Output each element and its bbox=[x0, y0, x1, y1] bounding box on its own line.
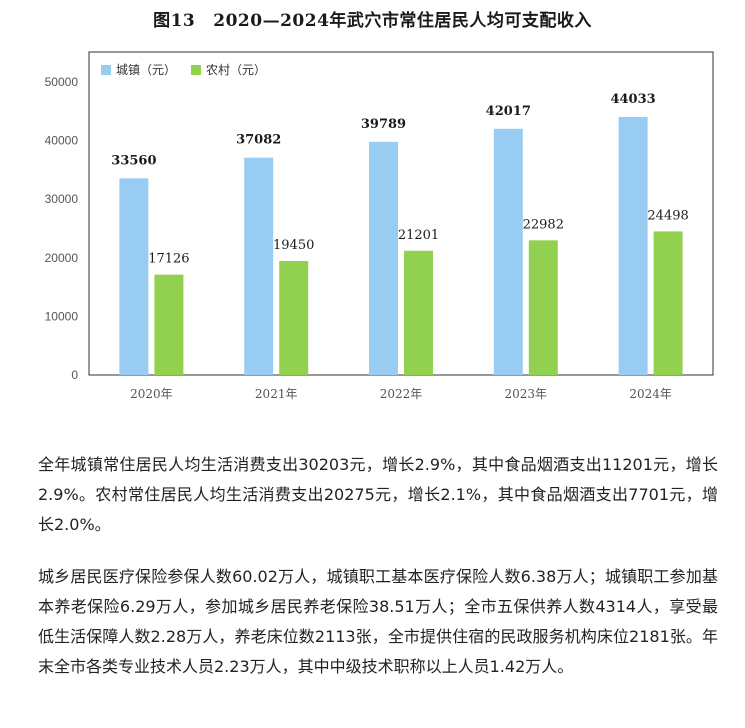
bar-rural bbox=[528, 240, 558, 375]
data-label: 33560 bbox=[111, 153, 156, 168]
x-tick-label: 2022年 bbox=[380, 387, 423, 401]
legend-label-rural: 农村（元） bbox=[206, 63, 266, 77]
y-tick-label: 30000 bbox=[45, 192, 79, 206]
y-axis: 0 10000 20000 30000 40000 50000 bbox=[45, 75, 79, 382]
data-label: 44033 bbox=[610, 92, 655, 107]
y-tick-label: 10000 bbox=[45, 309, 79, 323]
data-label: 39789 bbox=[361, 117, 406, 132]
y-tick-label: 50000 bbox=[45, 75, 79, 89]
y-tick-label: 20000 bbox=[45, 251, 79, 265]
figure-number: 图13 bbox=[153, 11, 196, 31]
plot-area-frame bbox=[88, 51, 714, 376]
paragraph-social-security: 城乡居民医疗保险参保人数60.02万人，城镇职工基本医疗保险人数6.38万人；城… bbox=[38, 567, 718, 676]
bars-group: 33560 37082 39789 42017 44033 17126 19450 21201… bbox=[111, 92, 689, 376]
data-label: 17126 bbox=[148, 252, 189, 267]
y-tick-label: 40000 bbox=[45, 134, 79, 148]
bar-urban bbox=[369, 141, 398, 375]
bar-rural bbox=[404, 250, 433, 375]
legend-swatch-rural bbox=[191, 65, 201, 75]
bar-rural bbox=[279, 261, 309, 375]
data-label: 42017 bbox=[486, 104, 531, 119]
bar-urban bbox=[618, 116, 648, 376]
data-label: 19450 bbox=[273, 238, 314, 253]
x-tick-label: 2023年 bbox=[505, 387, 548, 401]
bar-rural bbox=[154, 274, 184, 375]
data-label: 24498 bbox=[647, 208, 688, 223]
y-tick-label: 0 bbox=[71, 368, 78, 382]
paragraph-consumption: 全年城镇常住居民人均生活消费支出30203元，增长2.9%，其中食品烟酒支出11… bbox=[38, 455, 718, 534]
data-label: 22982 bbox=[523, 217, 564, 232]
chart-title: 图13 2020—2024年武穴市常住居民人均可支配收入 bbox=[0, 6, 745, 31]
bar-urban bbox=[119, 178, 149, 375]
bar-rural bbox=[653, 231, 683, 375]
x-tick-label: 2024年 bbox=[629, 387, 672, 401]
legend-label-urban: 城镇（元） bbox=[116, 63, 176, 77]
data-label: 21201 bbox=[398, 228, 439, 243]
legend: 城镇（元） 农村（元） bbox=[101, 63, 266, 77]
x-axis: 2020年 2021年 2022年 2023年 2024年 bbox=[130, 387, 672, 401]
x-tick-label: 2021年 bbox=[255, 387, 298, 401]
figure-title-text: 2020—2024年武穴市常住居民人均可支配收入 bbox=[213, 11, 592, 31]
bar-urban bbox=[244, 157, 274, 375]
x-tick-label: 2020年 bbox=[130, 387, 173, 401]
bar-urban bbox=[493, 128, 523, 375]
data-label: 37082 bbox=[236, 133, 281, 148]
legend-swatch-urban bbox=[101, 65, 111, 75]
